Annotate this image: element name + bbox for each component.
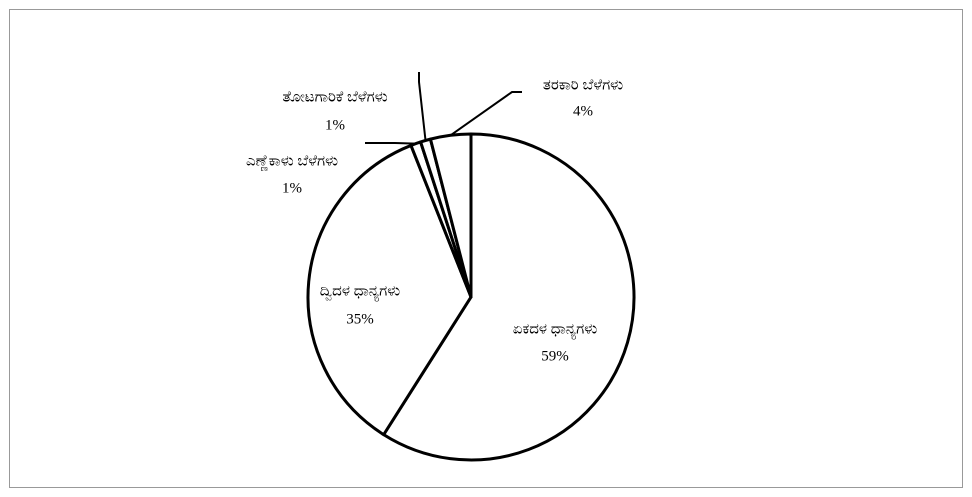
slice-value-label: 4% xyxy=(573,103,593,119)
slice-label: ತರಕಾರಿ ಬೆಳೆಗಳು xyxy=(543,77,623,93)
leader-line xyxy=(365,142,416,145)
slice-value-label: 35% xyxy=(346,311,374,327)
pie-slice xyxy=(382,132,636,462)
slice-value-label: 1% xyxy=(325,117,345,133)
slice-value-label: 1% xyxy=(282,180,302,196)
leader-line xyxy=(418,72,427,141)
slice-value-label: 59% xyxy=(541,348,569,364)
slice-label: ತೋಟಗಾರಿಕೆ ಬೆಳೆಗಳು xyxy=(282,89,388,105)
slice-label: ದ್ವಿದಳ ಧಾನ್ಯಗಳು xyxy=(320,283,401,301)
slice-label: ಎಣ್ಣೆಕಾಳು ಬೆಳೆಗಳು xyxy=(246,153,338,171)
leader-line xyxy=(449,91,522,137)
slice-label: ಏಕದಳ ಧಾನ್ಯಗಳು xyxy=(513,321,598,339)
pie-slice xyxy=(306,143,473,437)
